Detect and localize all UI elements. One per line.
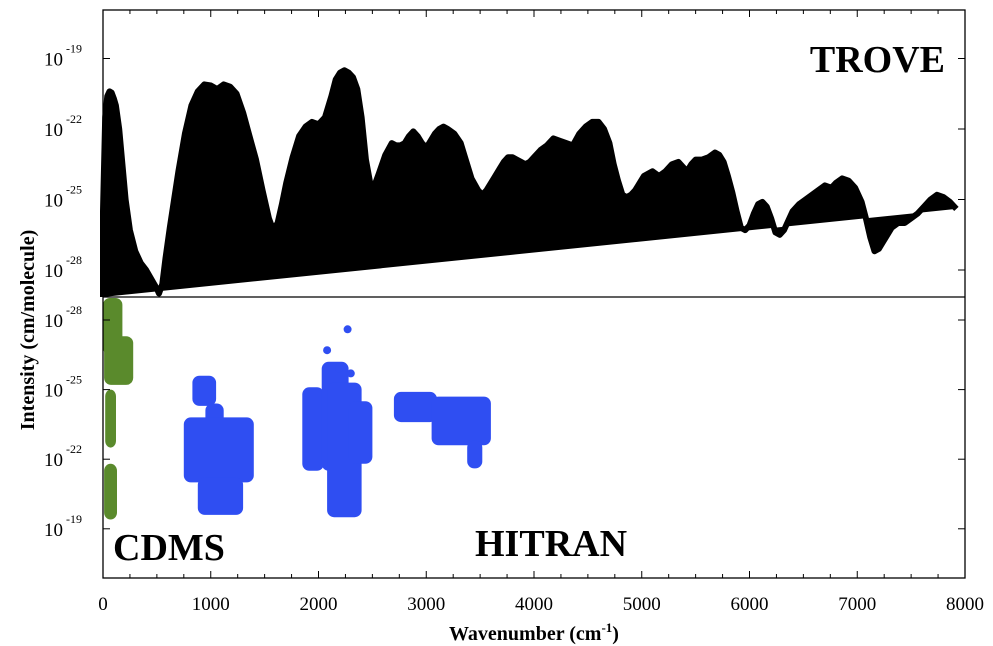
- y-axis-title: Intensity (cm/molecule): [17, 230, 39, 431]
- x-tick-label: 2000: [300, 594, 338, 615]
- hitran-cluster: [197, 477, 244, 515]
- hitran-cluster: [192, 375, 217, 406]
- y-tick-label-exp: -19: [66, 42, 82, 56]
- y-tick-label-exp: -28: [66, 303, 82, 317]
- y-tick-label-base: 10: [44, 261, 63, 282]
- trove-label: TROVE: [810, 39, 945, 81]
- x-axis-title: Wavenumber (cm-1): [449, 620, 619, 645]
- y-tick-label-base: 10: [44, 311, 63, 332]
- hitran-point: [323, 346, 332, 355]
- hitran-point: [343, 325, 352, 334]
- y-tick-label-exp: -28: [66, 253, 82, 267]
- y-tick-label-base: 10: [44, 50, 63, 71]
- y-tick-label-base: 10: [44, 120, 63, 141]
- y-tick-label-exp: -25: [66, 373, 82, 387]
- hitran-cluster: [431, 396, 491, 446]
- hitran-label: HITRAN: [475, 523, 627, 565]
- cdms-cluster: [105, 389, 116, 448]
- hitran-cluster: [467, 440, 483, 469]
- hitran-cluster: [393, 391, 437, 423]
- y-tick-label-exp: -22: [66, 442, 82, 456]
- x-tick-label: 6000: [731, 594, 769, 615]
- y-tick-label-base: 10: [44, 381, 63, 402]
- y-tick-label-base: 10: [44, 520, 63, 541]
- cdms-cluster: [104, 463, 117, 520]
- x-tick-label: 0: [98, 594, 108, 615]
- comparison-panel-data: [103, 298, 491, 520]
- cdms-label: CDMS: [113, 527, 225, 569]
- y-tick-label-base: 10: [44, 450, 63, 471]
- y-tick-label-base: 10: [44, 191, 63, 212]
- x-tick-label: 7000: [838, 594, 876, 615]
- y-tick-label-exp: -22: [66, 112, 82, 126]
- hitran-point: [346, 369, 355, 378]
- x-tick-label: 5000: [623, 594, 661, 615]
- hitran-cluster: [302, 387, 324, 471]
- trove-panel-data: [100, 67, 959, 297]
- x-tick-label: 1000: [192, 594, 230, 615]
- x-axis: 0 1000 2000 3000 4000 5000 6000 7000 8000: [98, 10, 984, 615]
- cdms-series: [103, 298, 134, 520]
- x-tick-label: 8000: [946, 594, 984, 615]
- hitran-series: [183, 325, 491, 518]
- x-tick-label: 3000: [407, 594, 445, 615]
- y-tick-label-exp: -25: [66, 183, 82, 197]
- y-tick-label-exp: -19: [66, 512, 82, 526]
- hitran-cluster: [183, 417, 254, 483]
- hitran-point: [335, 364, 343, 373]
- trove-series-0: [100, 67, 959, 297]
- hitran-cluster: [348, 401, 373, 464]
- x-tick-label: 4000: [515, 594, 553, 615]
- cdms-cluster: [104, 336, 134, 385]
